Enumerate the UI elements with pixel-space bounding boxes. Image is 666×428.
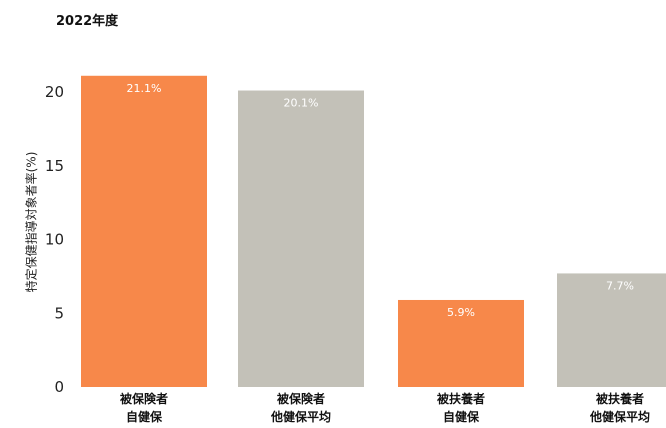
x-category-label-3-line-2: 自健保 — [443, 409, 480, 424]
x-category-label-1-line-1: 被保険者 — [120, 391, 168, 406]
y-tick-label-10: 10 — [45, 231, 64, 249]
bar-value-label-2: 20.1% — [284, 97, 319, 110]
x-category-label-3-line-1: 被扶養者 — [437, 391, 485, 406]
x-category-label-4-line-1: 被扶養者 — [596, 391, 644, 406]
bar-4 — [557, 273, 666, 387]
x-category-label-1-line-2: 自健保 — [126, 409, 163, 424]
y-tick-label-15: 15 — [45, 157, 64, 175]
bar-value-label-4: 7.7% — [606, 279, 634, 292]
x-category-label-2-line-2: 他健保平均 — [270, 409, 331, 424]
x-category-label-4-line-2: 他健保平均 — [589, 409, 650, 424]
bar-1 — [81, 75, 207, 388]
bar-value-label-1: 21.1% — [127, 82, 162, 95]
y-tick-label-5: 5 — [54, 304, 64, 322]
chart-title: 2022年度 — [56, 14, 119, 29]
x-category-label-2-line-1: 被保険者 — [277, 391, 325, 406]
bar-value-label-3: 5.9% — [447, 306, 475, 319]
bar-3 — [398, 299, 524, 387]
bar-2 — [238, 90, 364, 388]
y-tick-label-20: 20 — [45, 83, 64, 101]
y-tick-label-0: 0 — [54, 378, 64, 396]
